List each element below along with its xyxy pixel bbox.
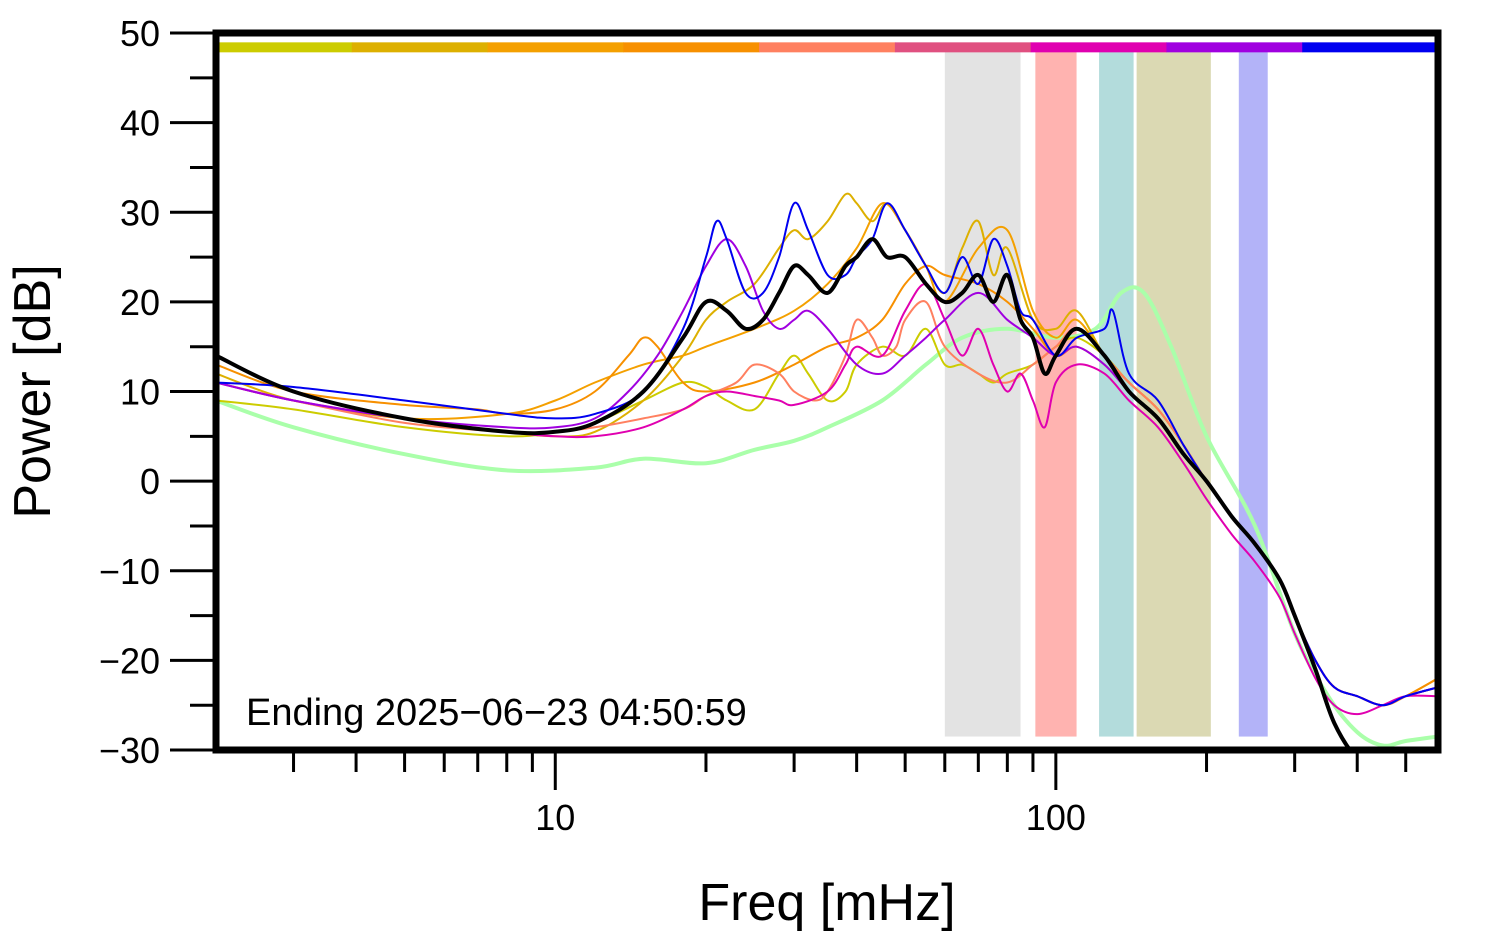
time-bar-segment-6: [1030, 42, 1167, 53]
y-tick-label: 30: [120, 192, 160, 233]
y-tick-label: 40: [120, 103, 160, 144]
band-3: [1136, 50, 1211, 737]
ending-timestamp: Ending 2025−06−23 04:50:59: [246, 692, 747, 734]
y-tick-label: 20: [120, 282, 160, 323]
band-4: [1238, 50, 1268, 737]
series-line-9: [216, 237, 1353, 750]
y-tick-label: −30: [99, 730, 160, 771]
y-tick-label: −10: [99, 551, 160, 592]
x-tick-label: 10: [535, 797, 575, 838]
x-tick-label: 100: [1026, 797, 1086, 838]
time-bar-segment-3: [623, 42, 760, 53]
y-tick-label: 10: [120, 372, 160, 413]
y-axis-label: Power [dB]: [4, 264, 62, 518]
y-tick-label: −20: [99, 640, 160, 681]
time-bar-segment-0: [216, 42, 353, 53]
y-tick-label: 50: [120, 13, 160, 54]
series-line-6: [216, 282, 1438, 716]
frequency-bands: [944, 50, 1268, 737]
y-axis: 50 40 30 20 10 0 −10 −20 −30: [99, 13, 216, 771]
time-bar-segment-4: [759, 42, 896, 53]
time-color-bar: [216, 42, 1439, 53]
band-1: [1035, 50, 1077, 737]
band-2: [1099, 50, 1134, 737]
spectrum-series: [216, 192, 1438, 750]
y-tick-label: 0: [140, 461, 160, 502]
time-bar-segment-1: [351, 42, 489, 53]
time-bar-segment-5: [894, 42, 1032, 53]
x-axis-label: Freq [mHz]: [698, 874, 955, 932]
x-axis: 10 100: [292, 750, 1408, 838]
time-bar-segment-2: [487, 42, 624, 53]
band-0: [944, 50, 1021, 737]
time-bar-segment-7: [1166, 42, 1303, 53]
time-bar-segment-8: [1302, 42, 1439, 53]
